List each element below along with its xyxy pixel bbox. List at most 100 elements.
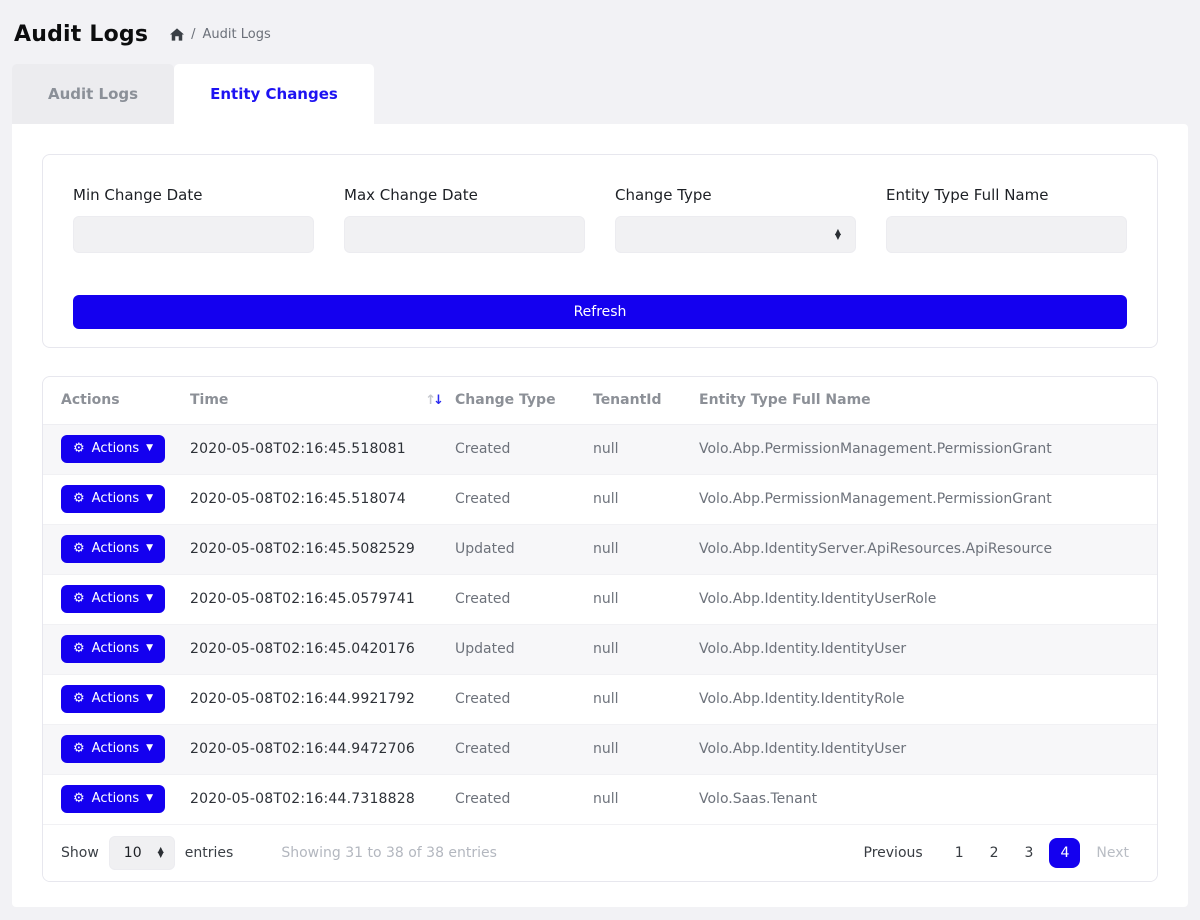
table-row: ⚙ Actions ▼ 2020-05-08T02:16:45.0579741 Cr…: [43, 574, 1157, 624]
refresh-button[interactable]: Refresh: [73, 295, 1127, 329]
tenant-id-cell: null: [593, 741, 619, 757]
page-length-group: Show 10 ▲ ▼ entries Showing 31 to 38 of 3…: [61, 835, 497, 870]
breadcrumb: / Audit Logs: [170, 27, 271, 42]
entity-type-cell: Volo.Saas.Tenant: [699, 791, 818, 807]
pagination-page-1[interactable]: 1: [945, 839, 974, 867]
table-header-row: Actions Time ↑↓ Change Type TenantId Ent…: [43, 377, 1157, 425]
time-cell: 2020-05-08T02:16:45.518081: [190, 441, 406, 457]
tenant-id-cell: null: [593, 591, 619, 607]
entity-type-cell: Volo.Abp.IdentityServer.ApiResources.Api…: [699, 541, 1053, 557]
change-type-cell: Created: [455, 441, 511, 457]
gear-icon: ⚙: [73, 641, 85, 656]
tenant-id-cell: null: [593, 791, 619, 807]
pagination-next[interactable]: Next: [1086, 839, 1139, 867]
row-actions-button[interactable]: ⚙ Actions ▼: [61, 685, 166, 713]
change-type-select[interactable]: ▲ ▼: [615, 216, 856, 253]
time-cell: 2020-05-08T02:16:45.0579741: [190, 591, 415, 607]
row-actions-button[interactable]: ⚙ Actions ▼: [61, 585, 166, 613]
caret-down-icon: ▼: [146, 793, 154, 803]
change-type-cell: Created: [455, 591, 511, 607]
entity-type-cell: Volo.Abp.PermissionManagement.Permission…: [699, 441, 1052, 457]
time-cell: 2020-05-08T02:16:45.5082529: [190, 541, 415, 557]
min-change-date-input[interactable]: [73, 216, 314, 253]
table-row: ⚙ Actions ▼ 2020-05-08T02:16:44.9472706 Cr…: [43, 724, 1157, 774]
row-actions-button[interactable]: ⚙ Actions ▼: [61, 735, 166, 763]
tab-bar: Audit Logs Entity Changes: [12, 64, 1188, 124]
filter-change-type: Change Type ▲ ▼: [615, 186, 856, 253]
time-cell: 2020-05-08T02:16:45.0420176: [190, 641, 415, 657]
tab-audit-logs[interactable]: Audit Logs: [12, 64, 175, 124]
change-type-cell: Created: [455, 491, 511, 507]
entity-type-cell: Volo.Abp.PermissionManagement.Permission…: [699, 491, 1052, 507]
caret-down-icon: ▼: [146, 543, 154, 553]
time-cell: 2020-05-08T02:16:44.9921792: [190, 691, 415, 707]
table-row: ⚙ Actions ▼ 2020-05-08T02:16:45.5082529 Up…: [43, 524, 1157, 574]
col-header-tenant-id: TenantId: [593, 377, 699, 425]
entity-type-input[interactable]: [886, 216, 1127, 253]
max-change-date-input[interactable]: [344, 216, 585, 253]
col-header-time[interactable]: Time ↑↓: [190, 377, 455, 425]
table-footer: Show 10 ▲ ▼ entries Showing 31 to 38 of 3…: [43, 824, 1157, 881]
max-change-date-label: Max Change Date: [344, 186, 478, 204]
select-arrows-icon: ▲ ▼: [157, 844, 164, 859]
page-title: Audit Logs: [14, 21, 149, 47]
change-type-cell: Created: [455, 691, 511, 707]
entries-label: entries: [184, 844, 234, 861]
caret-down-icon: ▼: [146, 643, 154, 653]
entity-type-cell: Volo.Abp.Identity.IdentityUserRole: [699, 591, 937, 607]
gear-icon: ⚙: [73, 541, 85, 556]
select-arrows-icon: ▲ ▼: [834, 226, 841, 241]
col-header-actions: Actions: [43, 377, 190, 425]
row-actions-button[interactable]: ⚙ Actions ▼: [61, 435, 166, 463]
tenant-id-cell: null: [593, 541, 619, 557]
change-type-cell: Updated: [455, 541, 515, 557]
entity-type-label: Entity Type Full Name: [886, 186, 1049, 204]
caret-down-icon: ▼: [146, 693, 154, 703]
pagination-page-2[interactable]: 2: [980, 839, 1009, 867]
row-actions-button[interactable]: ⚙ Actions ▼: [61, 535, 166, 563]
gear-icon: ⚙: [73, 691, 85, 706]
tenant-id-cell: null: [593, 491, 619, 507]
entity-type-cell: Volo.Abp.Identity.IdentityUser: [699, 641, 907, 657]
filter-card: Min Change Date Max Change Date Change T…: [42, 154, 1158, 348]
row-actions-button[interactable]: ⚙ Actions ▼: [61, 485, 166, 513]
sort-icon[interactable]: ↑↓: [425, 392, 444, 408]
gear-icon: ⚙: [73, 791, 85, 806]
showing-entries-info: Showing 31 to 38 of 38 entries: [281, 844, 497, 861]
entity-changes-table-card: Actions Time ↑↓ Change Type TenantId Ent…: [42, 376, 1158, 882]
time-cell: 2020-05-08T02:16:44.7318828: [190, 791, 415, 807]
table-row: ⚙ Actions ▼ 2020-05-08T02:16:44.7318828 Cr…: [43, 774, 1157, 824]
gear-icon: ⚙: [73, 741, 85, 756]
table-row: ⚙ Actions ▼ 2020-05-08T02:16:45.0420176 Up…: [43, 624, 1157, 674]
row-actions-button[interactable]: ⚙ Actions ▼: [61, 635, 166, 663]
time-cell: 2020-05-08T02:16:45.518074: [190, 491, 406, 507]
gear-icon: ⚙: [73, 441, 85, 456]
pagination-page-4[interactable]: 4: [1049, 837, 1081, 868]
table-row: ⚙ Actions ▼ 2020-05-08T02:16:45.518074 Cre…: [43, 474, 1157, 524]
table-row: ⚙ Actions ▼ 2020-05-08T02:16:44.9921792 Cr…: [43, 674, 1157, 724]
breadcrumb-separator: /: [191, 26, 196, 42]
caret-down-icon: ▼: [146, 593, 154, 603]
page-size-value: 10: [123, 844, 142, 861]
min-change-date-label: Min Change Date: [73, 186, 203, 204]
page-size-select[interactable]: 10 ▲ ▼: [108, 835, 175, 870]
row-actions-button[interactable]: ⚙ Actions ▼: [61, 785, 166, 813]
caret-down-icon: ▼: [146, 493, 154, 503]
change-type-label: Change Type: [615, 186, 712, 204]
time-cell: 2020-05-08T02:16:44.9472706: [190, 741, 415, 757]
pagination: Previous 1 2 3 4 Next: [854, 837, 1139, 868]
tenant-id-cell: null: [593, 641, 619, 657]
filter-entity-type: Entity Type Full Name: [886, 186, 1127, 253]
tab-entity-changes[interactable]: Entity Changes: [174, 64, 374, 124]
entity-type-cell: Volo.Abp.Identity.IdentityRole: [699, 691, 905, 707]
pagination-previous[interactable]: Previous: [854, 839, 933, 867]
change-type-cell: Created: [455, 791, 511, 807]
entity-type-cell: Volo.Abp.Identity.IdentityUser: [699, 741, 907, 757]
filter-min-change-date: Min Change Date: [73, 186, 314, 253]
home-icon[interactable]: [170, 27, 185, 41]
page-header: Audit Logs / Audit Logs: [0, 0, 1200, 64]
entity-changes-table: Actions Time ↑↓ Change Type TenantId Ent…: [43, 377, 1157, 825]
pagination-page-3[interactable]: 3: [1015, 839, 1044, 867]
col-header-change-type: Change Type: [455, 377, 593, 425]
table-row: ⚙ Actions ▼ 2020-05-08T02:16:45.518081 Cre…: [43, 424, 1157, 474]
